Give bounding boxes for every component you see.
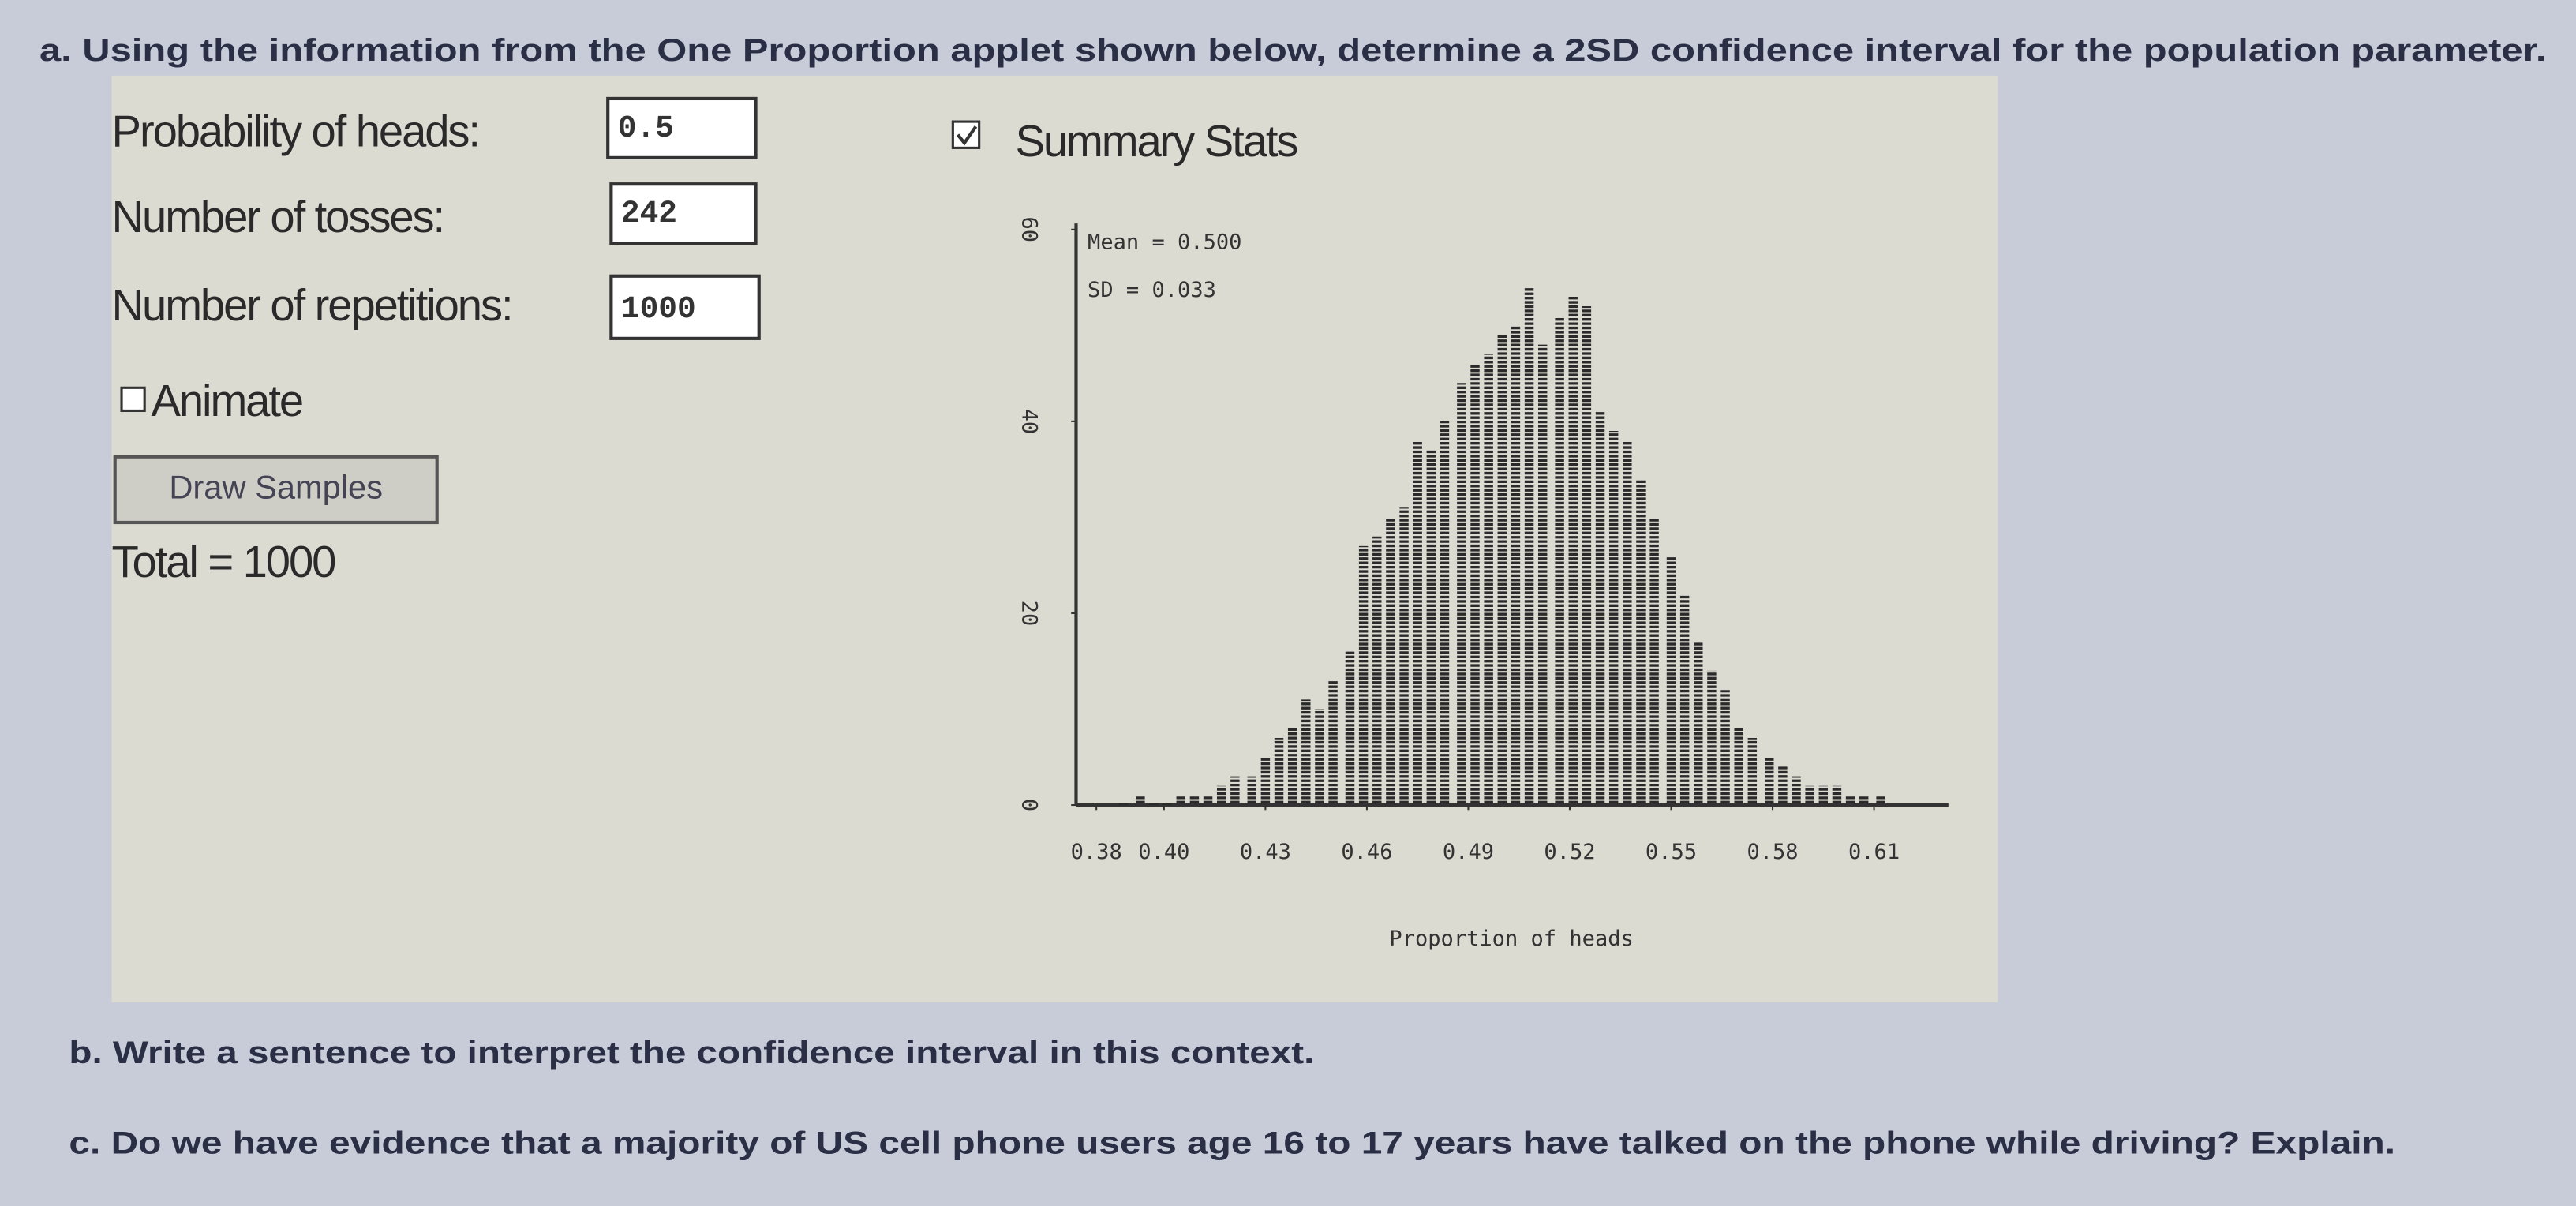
- probability-label: Probability of heads:: [112, 107, 479, 156]
- x-tick-label: 0.38: [1071, 840, 1122, 864]
- mean-label: Mean = 0.500: [1088, 230, 1241, 255]
- tosses-value: 242: [621, 196, 677, 231]
- x-axis-label: Proportion of heads: [1389, 927, 1633, 951]
- x-tick-label: 0.52: [1544, 840, 1595, 864]
- x-tick-label: 0.49: [1443, 840, 1494, 864]
- probability-input[interactable]: [606, 96, 758, 159]
- x-tick-label: 0.43: [1240, 840, 1291, 864]
- x-tick-label: 0.61: [1848, 840, 1900, 864]
- draw-samples-label: Draw Samples: [169, 468, 383, 505]
- summary-stats-label: Summary Stats: [1015, 116, 1297, 166]
- repetitions-value: 1000: [621, 291, 696, 327]
- x-tick-label: 0.46: [1341, 840, 1392, 864]
- y-tick-label: 60: [1017, 217, 1042, 243]
- question-a: a. Using the information from the One Pr…: [39, 33, 2547, 68]
- summary-stats-checkbox[interactable]: [951, 120, 981, 149]
- x-tick-label: 0.40: [1138, 840, 1189, 864]
- y-tick-label: 0: [1017, 799, 1042, 811]
- sd-label: SD = 0.033: [1088, 278, 1216, 302]
- draw-samples-button[interactable]: [113, 455, 439, 525]
- y-tick-label: 20: [1017, 601, 1042, 627]
- question-c: c. Do we have evidence that a majority o…: [69, 1125, 2395, 1160]
- tosses-input[interactable]: [609, 182, 758, 245]
- y-tick-label: 40: [1017, 409, 1042, 435]
- tosses-label: Number of tosses:: [112, 192, 444, 242]
- x-tick-label: 0.58: [1747, 840, 1798, 864]
- check-mark: [956, 125, 978, 146]
- dotplot: Mean = 0.500 SD = 0.033 Proportion of he…: [1017, 217, 1949, 951]
- x-tick-label: 0.55: [1646, 840, 1697, 864]
- total-label: Total = 1000: [112, 537, 336, 586]
- probability-value: 0.5: [618, 110, 674, 146]
- applet-panel: [111, 75, 1998, 1002]
- animate-checkbox[interactable]: [120, 386, 146, 413]
- animate-label: Animate: [152, 376, 303, 425]
- repetitions-label: Number of repetitions:: [112, 280, 512, 330]
- repetitions-input[interactable]: [609, 274, 761, 340]
- question-b: b. Write a sentence to interpret the con…: [69, 1036, 1314, 1070]
